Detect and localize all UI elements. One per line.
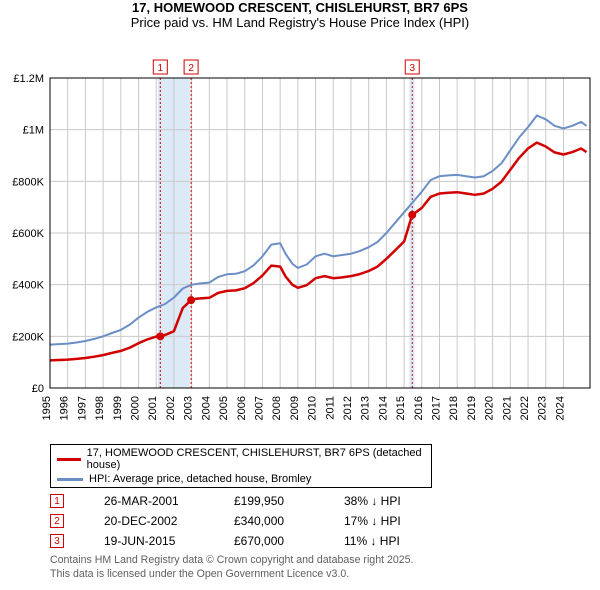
sale-marker-diff: 11% ↓ HPI [344,534,434,548]
svg-text:1995: 1995 [41,396,53,420]
svg-text:2007: 2007 [253,396,265,420]
svg-text:2022: 2022 [519,396,531,420]
line-chart-svg: £0 £200K £400K £600K £800K £1M £1.2M 1995 1996 19… [0,34,600,438]
chart-title-line1: 17, HOMEWOOD CRESCENT, CHISLEHURST, BR7 … [0,0,600,15]
svg-text:2018: 2018 [448,396,460,420]
svg-text:2020: 2020 [484,396,496,420]
svg-text:1998: 1998 [94,396,106,420]
sale-marker-row: 2 20-DEC-2002£340,00017% ↓ HPI [50,514,600,528]
svg-text:£1.2M: £1.2M [13,73,44,85]
sale-marker-date: 26-MAR-2001 [104,494,234,508]
sale-marker-number: 3 [50,534,64,548]
chart-area: £0 £200K £400K £600K £800K £1M £1.2M 1995 1996 19… [0,34,600,438]
sale-marker-price: £670,000 [234,534,344,548]
svg-text:2009: 2009 [289,396,301,420]
svg-text:£1M: £1M [23,125,44,137]
svg-text:£800K: £800K [12,176,44,188]
svg-text:2003: 2003 [183,396,195,420]
legend-label: HPI: Average price, detached house, Brom… [89,473,311,485]
legend-label: 17, HOMEWOOD CRESCENT, CHISLEHURST, BR7 … [87,447,425,471]
svg-text:2017: 2017 [431,396,443,420]
legend: 17, HOMEWOOD CRESCENT, CHISLEHURST, BR7 … [50,444,432,488]
sale-marker-price: £340,000 [234,514,344,528]
sale-marker-row: 1 26-MAR-2001£199,95038% ↓ HPI [50,494,600,508]
svg-text:2021: 2021 [501,396,513,420]
svg-text:1996: 1996 [59,396,71,420]
svg-text:£200K: £200K [12,331,44,343]
svg-text:2024: 2024 [554,396,566,420]
svg-text:1: 1 [158,63,164,74]
footer-line2: This data is licensed under the Open Gov… [50,568,600,582]
sale-marker-diff: 17% ↓ HPI [344,514,434,528]
sale-marker-number: 2 [50,514,64,528]
sale-marker-number: 1 [50,494,64,508]
svg-text:£400K: £400K [12,280,44,292]
svg-text:2008: 2008 [271,396,283,420]
svg-text:2: 2 [188,63,194,74]
svg-text:2019: 2019 [466,396,478,420]
legend-swatch [57,478,83,481]
svg-text:2000: 2000 [130,396,142,420]
svg-text:£0: £0 [32,383,44,395]
svg-text:2013: 2013 [360,396,372,420]
svg-text:3: 3 [409,63,415,74]
footer-attribution: Contains HM Land Registry data © Crown c… [50,554,600,582]
svg-text:2016: 2016 [413,396,425,420]
svg-text:2023: 2023 [537,396,549,420]
svg-text:2004: 2004 [200,396,212,420]
svg-text:2012: 2012 [342,396,354,420]
svg-text:1999: 1999 [112,396,124,420]
svg-text:1997: 1997 [76,396,88,420]
legend-item: 17, HOMEWOOD CRESCENT, CHISLEHURST, BR7 … [51,446,431,472]
sale-marker-price: £199,950 [234,494,344,508]
svg-text:2011: 2011 [324,396,336,420]
chart-title-line2: Price paid vs. HM Land Registry's House … [0,15,600,30]
sale-marker-row: 3 19-JUN-2015£670,00011% ↓ HPI [50,534,600,548]
svg-text:£600K: £600K [12,228,44,240]
sale-marker-date: 19-JUN-2015 [104,534,234,548]
svg-text:2001: 2001 [147,396,159,420]
legend-swatch [57,458,81,461]
footer-line1: Contains HM Land Registry data © Crown c… [50,554,600,568]
svg-text:2006: 2006 [236,396,248,420]
legend-item: HPI: Average price, detached house, Brom… [51,472,431,486]
svg-text:2010: 2010 [307,396,319,420]
svg-text:2002: 2002 [165,396,177,420]
sale-markers-table: 1 26-MAR-2001£199,95038% ↓ HPI 2 20-DEC-200… [50,494,600,548]
sale-marker-diff: 38% ↓ HPI [344,494,434,508]
sale-marker-date: 20-DEC-2002 [104,514,234,528]
svg-text:2015: 2015 [395,396,407,420]
svg-text:2005: 2005 [218,396,230,420]
svg-text:2014: 2014 [377,396,389,420]
